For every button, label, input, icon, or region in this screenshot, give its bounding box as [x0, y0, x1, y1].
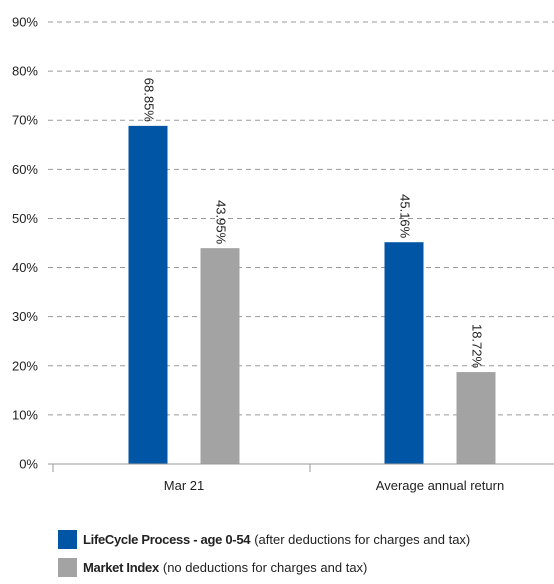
y-axis-tick-labels: 0% 10% 20% 30% 40% 50% 60% 70% 80% 90% — [12, 15, 38, 472]
x-category-label: Average annual return — [376, 478, 504, 493]
legend-item-lifecycle: LifeCycle Process - age 0-54 (after dedu… — [58, 528, 470, 550]
x-category-label: Mar 21 — [164, 478, 204, 493]
data-label: 45.16% — [398, 194, 413, 239]
y-tick-label: 80% — [12, 64, 38, 79]
bar-chart: 0% 10% 20% 30% 40% 50% 60% 70% 80% 90% 68.85% 43.9… — [12, 15, 554, 493]
y-tick-label: 10% — [12, 407, 38, 422]
y-tick-label: 30% — [12, 309, 38, 324]
data-labels: 68.85% 43.95% 45.16% 18.72% — [142, 78, 485, 369]
legend-item-market-index: Market Index (no deductions for charges … — [58, 556, 470, 578]
bar — [456, 372, 496, 464]
legend-label-market-index: Market Index — [83, 559, 159, 575]
y-tick-label: 50% — [12, 211, 38, 226]
x-axis: Mar 21 Average annual return — [48, 463, 554, 493]
y-tick-label: 90% — [12, 15, 38, 30]
bar — [200, 248, 240, 464]
legend-label-lifecycle: LifeCycle Process - age 0-54 — [83, 531, 251, 547]
bars — [128, 125, 496, 465]
bar — [384, 242, 424, 464]
data-label: 43.95% — [214, 200, 229, 245]
legend: LifeCycle Process - age 0-54 (after dedu… — [58, 528, 470, 584]
legend-note-lifecycle: (after deductions for charges and tax) — [254, 531, 471, 547]
y-tick-label: 70% — [12, 113, 38, 128]
y-tick-label: 20% — [12, 358, 38, 373]
legend-note-market-index: (no deductions for charges and tax) — [162, 559, 368, 575]
data-label: 18.72% — [470, 324, 485, 369]
legend-swatch-market-index — [58, 557, 77, 577]
data-label: 68.85% — [142, 78, 157, 123]
y-tick-label: 40% — [12, 260, 38, 275]
legend-swatch-lifecycle — [58, 529, 77, 549]
bar — [128, 125, 168, 465]
y-tick-label: 60% — [12, 162, 38, 177]
y-tick-label: 0% — [19, 457, 38, 472]
